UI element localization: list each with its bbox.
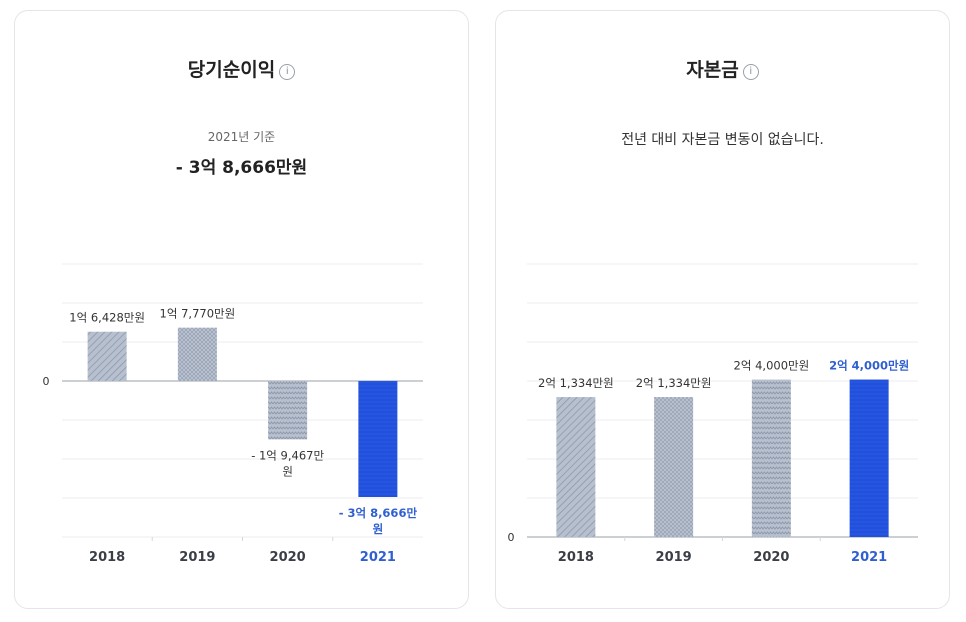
bar-2019[interactable] bbox=[177, 327, 217, 381]
x-tick-2018: 2018 bbox=[558, 550, 594, 565]
bar-2020[interactable] bbox=[751, 379, 791, 537]
info-icon[interactable]: i bbox=[279, 64, 296, 80]
net-income-title: 당기순이익 i bbox=[15, 55, 468, 82]
net-income-chart: 0 1억 6,428만원 2018 1억 7,770만원 2019 - 1억 9,467만… bbox=[43, 263, 423, 565]
y-tick-label: 0 bbox=[43, 375, 50, 388]
bar-2020[interactable] bbox=[268, 381, 308, 440]
x-tick-2020: 2020 bbox=[753, 550, 789, 565]
data-label-2020: - 1억 9,467만 bbox=[251, 448, 324, 462]
data-label-2021: 2억 4,000만원 bbox=[829, 359, 909, 373]
net-income-card: 당기순이익 i 2021년 기준 - 3억 8,666만원 0 1억 6,428만원… bbox=[14, 10, 469, 609]
net-income-headline: - 3억 8,666만원 bbox=[175, 158, 308, 178]
data-label-2020: 원 bbox=[282, 464, 293, 478]
data-label-2019: 1억 7,770만원 bbox=[160, 307, 236, 321]
bar-2021[interactable] bbox=[358, 381, 398, 497]
capital-card: 자본금 i 전년 대비 자본금 변동이 없습니다. 0 2억 1,334만원 2018… bbox=[495, 10, 950, 609]
y-tick-label: 0 bbox=[508, 531, 515, 544]
x-tick-2021: 2021 bbox=[851, 550, 887, 565]
data-label-2021: - 3억 8,666만 bbox=[339, 506, 418, 520]
capital-title: 자본금 i bbox=[496, 55, 949, 82]
data-label-2020: 2억 4,000만원 bbox=[734, 359, 810, 373]
info-icon[interactable]: i bbox=[742, 64, 759, 80]
basis-year-text: 2021년 기준 bbox=[207, 130, 276, 144]
capital-title-text: 자본금 bbox=[686, 59, 739, 81]
data-label-2018: 1억 6,428만원 bbox=[69, 311, 145, 325]
net-income-title-text: 당기순이익 bbox=[187, 59, 276, 81]
bar-2019[interactable] bbox=[654, 397, 694, 537]
x-tick-2020: 2020 bbox=[270, 550, 306, 565]
data-label-2019: 2억 1,334만원 bbox=[636, 376, 712, 390]
x-tick-2019: 2019 bbox=[179, 550, 215, 565]
bar-2018[interactable] bbox=[556, 397, 596, 537]
capital-chart: 0 2억 1,334만원 2018 2억 1,334만원 2019 2억 4,000만원 2… bbox=[508, 263, 918, 565]
capital-no-change-message: 전년 대비 자본금 변동이 없습니다. bbox=[621, 132, 824, 148]
data-label-2018: 2억 1,334만원 bbox=[538, 376, 614, 390]
bar-2018[interactable] bbox=[87, 331, 127, 381]
data-label-2021: 원 bbox=[373, 522, 384, 536]
x-tick-2019: 2019 bbox=[656, 550, 692, 565]
x-tick-2018: 2018 bbox=[89, 550, 125, 565]
x-tick-2021: 2021 bbox=[360, 550, 396, 565]
bar-2021[interactable] bbox=[849, 379, 889, 537]
